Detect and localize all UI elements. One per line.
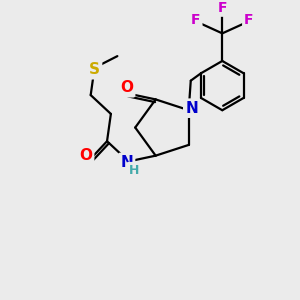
Text: O: O — [79, 148, 92, 163]
Text: F: F — [191, 13, 200, 27]
Text: O: O — [120, 80, 133, 95]
Text: F: F — [244, 13, 254, 27]
Text: N: N — [185, 101, 198, 116]
Text: S: S — [89, 62, 100, 77]
Text: H: H — [128, 164, 139, 177]
Text: N: N — [120, 155, 133, 170]
Text: F: F — [218, 1, 227, 15]
